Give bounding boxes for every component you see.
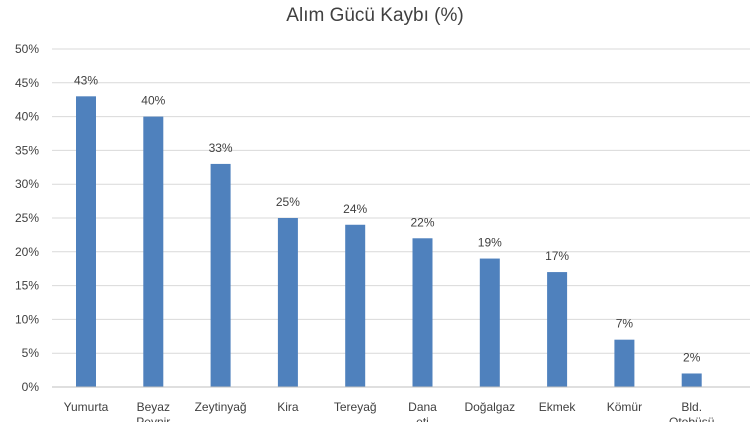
data-label: 19% bbox=[478, 236, 502, 250]
category-label: Kömür bbox=[607, 400, 642, 414]
bar bbox=[547, 272, 568, 387]
data-label: 33% bbox=[209, 141, 233, 155]
bar bbox=[681, 373, 702, 387]
y-tick-label: 25% bbox=[15, 211, 39, 225]
y-tick-label: 10% bbox=[15, 312, 39, 326]
bars bbox=[76, 96, 702, 387]
data-labels: 43% 40% 33% 25% 24% 22% 19% 17% 7% 2% bbox=[74, 73, 701, 364]
category-label: Bld. Otobüsü bbox=[669, 400, 714, 422]
y-tick-label: 20% bbox=[15, 245, 39, 259]
y-tick-label: 35% bbox=[15, 143, 39, 157]
gridlines bbox=[52, 48, 750, 354]
category-label: Dana eti bbox=[408, 400, 437, 422]
bar bbox=[210, 163, 231, 387]
bar bbox=[76, 96, 96, 387]
y-tick-label: 30% bbox=[15, 177, 39, 191]
bar bbox=[412, 238, 433, 387]
category-label: Ekmek bbox=[539, 400, 577, 414]
data-label: 43% bbox=[74, 73, 98, 87]
y-tick-label: 5% bbox=[22, 346, 40, 360]
data-label: 17% bbox=[545, 249, 569, 263]
data-label: 22% bbox=[410, 215, 434, 229]
x-axis-category-labels: Yumurta Beyaz Peynir Zeytinyağ Kira Tereyağ Da… bbox=[64, 400, 715, 422]
data-label: 25% bbox=[276, 195, 300, 209]
category-label: Kira bbox=[277, 400, 299, 414]
data-label: 40% bbox=[141, 94, 165, 108]
category-label: Yumurta bbox=[64, 400, 109, 414]
chart-title: Alım Gücü Kaybı (%) bbox=[286, 5, 463, 26]
bar bbox=[143, 116, 164, 387]
category-label: Beyaz Peynir bbox=[136, 400, 170, 422]
y-tick-label: 15% bbox=[15, 279, 39, 293]
category-label: Zeytinyağ bbox=[195, 400, 247, 414]
bar bbox=[479, 258, 500, 387]
y-tick-label: 0% bbox=[22, 380, 40, 394]
data-label: 2% bbox=[683, 350, 701, 364]
data-label: 7% bbox=[616, 317, 634, 331]
data-label: 24% bbox=[343, 202, 367, 216]
category-label: Doğalgaz bbox=[464, 400, 515, 414]
bar bbox=[277, 218, 298, 387]
bar bbox=[614, 339, 635, 387]
y-tick-label: 45% bbox=[15, 76, 39, 90]
y-tick-label: 40% bbox=[15, 110, 39, 124]
y-axis-tick-labels: 0% 5% 10% 15% 20% 25% 30% 35% 40% 45% 50% bbox=[15, 42, 39, 394]
y-tick-label: 50% bbox=[15, 42, 39, 56]
bar bbox=[345, 224, 366, 387]
category-label: Tereyağ bbox=[334, 400, 377, 414]
